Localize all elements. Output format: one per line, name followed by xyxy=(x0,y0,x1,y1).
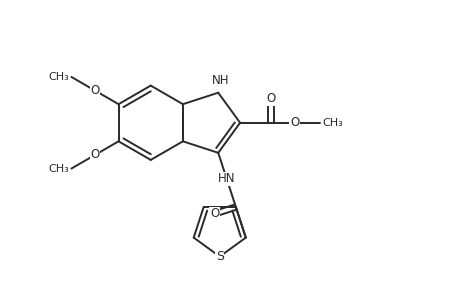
Text: HN: HN xyxy=(218,172,235,185)
Text: NH: NH xyxy=(212,74,229,87)
Text: CH₃: CH₃ xyxy=(48,164,69,174)
Text: O: O xyxy=(289,116,298,129)
Text: O: O xyxy=(266,92,275,106)
Text: O: O xyxy=(90,148,100,161)
Text: S: S xyxy=(215,250,223,263)
Text: CH₃: CH₃ xyxy=(322,118,343,128)
Text: CH₃: CH₃ xyxy=(48,72,69,82)
Text: O: O xyxy=(210,207,219,220)
Text: O: O xyxy=(90,84,100,97)
